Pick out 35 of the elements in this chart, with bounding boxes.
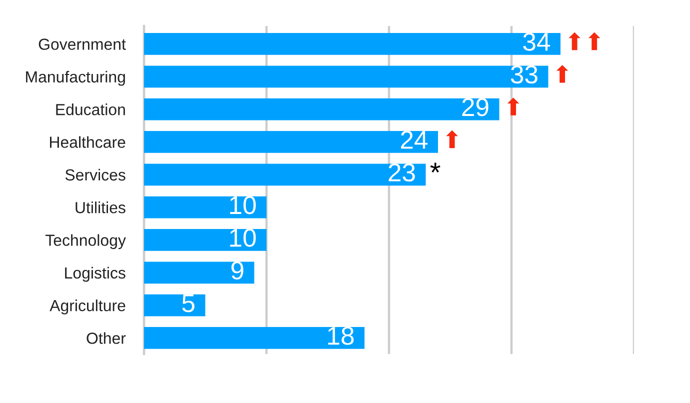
- data-label: 9: [231, 261, 244, 280]
- data-label: 34: [523, 32, 550, 51]
- y-tick-label: Utilities: [76, 202, 126, 214]
- data-label: 18: [328, 326, 354, 345]
- annotation: ⬆: [446, 130, 458, 148]
- bar: [144, 98, 500, 120]
- data-label: 24: [400, 130, 428, 149]
- data-label: 29: [462, 98, 488, 116]
- annotation: *: [430, 162, 440, 172]
- y-tick-label: Education: [56, 104, 125, 116]
- bar: [144, 262, 254, 284]
- data-label: 33: [510, 65, 538, 84]
- y-tick-label: Technology: [46, 234, 126, 250]
- data-label: 23: [388, 163, 415, 182]
- bar: [144, 131, 438, 153]
- y-tick-label: Other: [86, 332, 126, 344]
- bar: [144, 294, 206, 316]
- data-label: 10: [230, 196, 256, 214]
- data-label: 5: [182, 294, 194, 312]
- bar: [144, 164, 426, 186]
- y-tick-label: Healthcare: [50, 136, 126, 148]
- y-tick-label: Government: [38, 38, 126, 50]
- bar: [144, 196, 266, 218]
- bar: [144, 33, 560, 55]
- bar: [144, 229, 266, 251]
- y-tick-label: Agriculture: [50, 300, 126, 314]
- data-label: 10: [230, 228, 256, 247]
- y-tick-label: Services: [65, 168, 126, 181]
- annotation: ⬆⬆: [568, 32, 600, 50]
- annotation: ⬆: [507, 98, 520, 116]
- y-tick-label: Manufacturing: [26, 70, 125, 86]
- bar: [144, 66, 548, 88]
- bar: [144, 327, 364, 349]
- y-tick-label: Logistics: [65, 266, 126, 282]
- annotation: ⬆: [556, 64, 568, 83]
